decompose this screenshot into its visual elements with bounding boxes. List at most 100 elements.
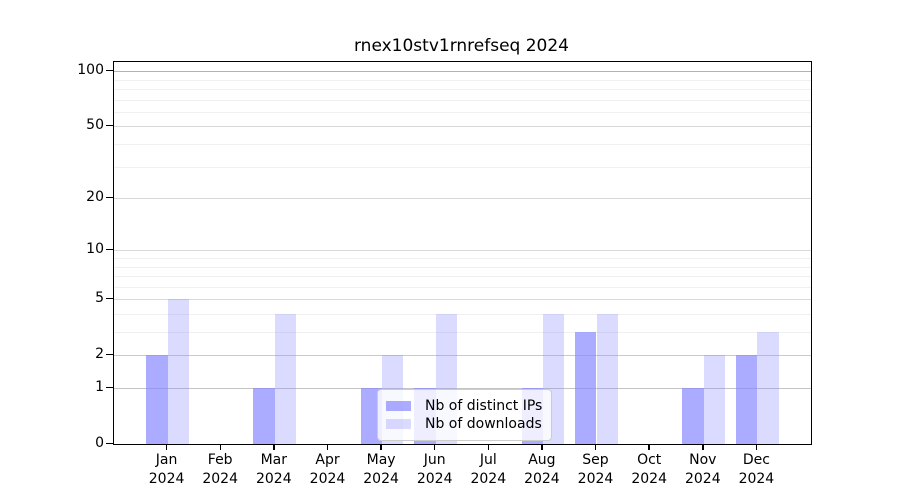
minor-gridline	[114, 144, 811, 145]
major-gridline	[114, 126, 811, 128]
x-tick-month: Apr	[315, 452, 340, 468]
y-tick-mark	[106, 196, 113, 199]
y-tick-mark	[106, 353, 113, 356]
x-tick-month: Jul	[479, 452, 497, 468]
plot-area: Nb of distinct IPs Nb of downloads	[113, 61, 812, 445]
legend: Nb of distinct IPs Nb of downloads	[377, 389, 553, 441]
y-tick-label: 50	[86, 117, 104, 134]
legend-swatch-distinct-ips	[386, 401, 411, 411]
x-tick-year: 2024	[738, 471, 775, 487]
y-tick-label: 10	[86, 241, 104, 258]
chart-title: rnex10stv1rnrefseq 2024	[353, 36, 569, 56]
x-tick-year: 2024	[684, 471, 721, 487]
y-tick-mark	[106, 386, 113, 388]
x-tick-label: Jan 2024	[127, 451, 207, 489]
x-tick-label: Sep 2024	[556, 451, 636, 489]
x-tick-mark	[541, 444, 543, 450]
y-tick-mark	[106, 248, 113, 251]
minor-gridline	[114, 258, 811, 259]
x-tick-month: Aug	[528, 452, 556, 468]
x-tick-year: 2024	[416, 471, 453, 487]
legend-entry-distinct-ips: Nb of distinct IPs	[386, 397, 542, 415]
x-tick-mark	[648, 444, 650, 450]
legend-entry-downloads: Nb of downloads	[386, 415, 542, 433]
bar-downloads-mar	[274, 314, 297, 444]
x-tick-year: 2024	[148, 471, 185, 487]
x-tick-label: Aug 2024	[502, 451, 582, 489]
y-tick-mark	[106, 297, 113, 300]
minor-gridline	[114, 111, 811, 113]
x-tick-mark	[219, 444, 221, 450]
y-tick-mark	[106, 124, 113, 127]
x-tick-month: Feb	[207, 452, 233, 468]
x-tick-label: Mar 2024	[234, 451, 314, 489]
x-tick-month: Sep	[582, 452, 609, 468]
x-tick-label: May 2024	[341, 451, 421, 489]
bar-downloads-sep	[596, 314, 618, 444]
legend-label-distinct-ips: Nb of distinct IPs	[425, 398, 543, 414]
y-tick-mark	[106, 69, 113, 72]
x-tick-label: Oct 2024	[609, 451, 689, 489]
x-tick-label: Feb 2024	[180, 451, 260, 489]
legend-swatch-downloads	[386, 419, 411, 429]
x-tick-year: 2024	[470, 471, 507, 487]
major-gridline	[114, 198, 811, 200]
x-tick-mark	[380, 444, 382, 450]
x-tick-month: Jan	[155, 452, 178, 468]
x-tick-mark	[326, 444, 329, 450]
x-tick-mark	[165, 444, 168, 450]
y-tick-label: 20	[86, 189, 104, 206]
minor-gridline	[114, 314, 811, 315]
minor-gridline	[114, 166, 811, 168]
major-gridline	[114, 299, 811, 301]
minor-gridline	[114, 89, 811, 90]
minor-gridline	[114, 286, 811, 288]
x-tick-year: 2024	[363, 471, 399, 487]
bar-downloads-nov	[703, 355, 726, 444]
bar-distinct-ips-mar	[253, 388, 275, 444]
x-tick-month: Oct	[637, 452, 662, 468]
x-tick-mark	[702, 444, 704, 450]
bar-downloads-dec	[757, 332, 779, 444]
y-tick-label: 2	[95, 346, 104, 363]
x-tick-mark	[594, 444, 597, 450]
x-tick-month: May	[366, 452, 396, 468]
bar-distinct-ips-dec	[735, 355, 758, 444]
x-tick-mark	[487, 444, 490, 450]
x-tick-year: 2024	[524, 471, 560, 487]
major-gridline	[114, 71, 811, 73]
bar-distinct-ips-jan	[146, 355, 168, 444]
x-tick-month: Dec	[742, 452, 770, 468]
x-tick-month: Mar	[260, 452, 287, 468]
x-tick-label: Apr 2024	[288, 451, 368, 489]
minor-gridline	[114, 79, 811, 81]
x-tick-year: 2024	[631, 471, 667, 487]
x-tick-label: Dec 2024	[716, 451, 796, 489]
x-tick-month: Nov	[689, 452, 717, 468]
major-gridline	[114, 250, 811, 252]
legend-label-downloads: Nb of downloads	[425, 416, 542, 432]
minor-gridline	[114, 276, 811, 277]
y-tick-label: 0	[95, 435, 104, 451]
minor-gridline	[114, 99, 811, 101]
x-tick-year: 2024	[577, 471, 614, 487]
y-tick-mark	[106, 442, 113, 444]
x-tick-label: Jul 2024	[448, 451, 528, 489]
x-tick-mark	[273, 444, 275, 450]
y-tick-label: 1	[95, 379, 104, 395]
x-tick-label: Jun 2024	[395, 451, 475, 489]
x-tick-month: Jun	[423, 452, 446, 468]
x-tick-mark	[755, 444, 758, 450]
x-tick-year: 2024	[202, 471, 238, 487]
x-tick-label: Nov 2024	[663, 451, 743, 489]
bar-distinct-ips-nov	[682, 388, 704, 444]
bar-downloads-jan	[167, 299, 189, 444]
x-tick-year: 2024	[255, 471, 292, 487]
y-tick-label: 5	[95, 290, 104, 307]
x-tick-year: 2024	[309, 471, 346, 487]
minor-gridline	[114, 332, 811, 333]
bar-distinct-ips-sep	[575, 332, 597, 444]
y-tick-label: 100	[77, 62, 104, 79]
x-tick-mark	[433, 444, 436, 450]
